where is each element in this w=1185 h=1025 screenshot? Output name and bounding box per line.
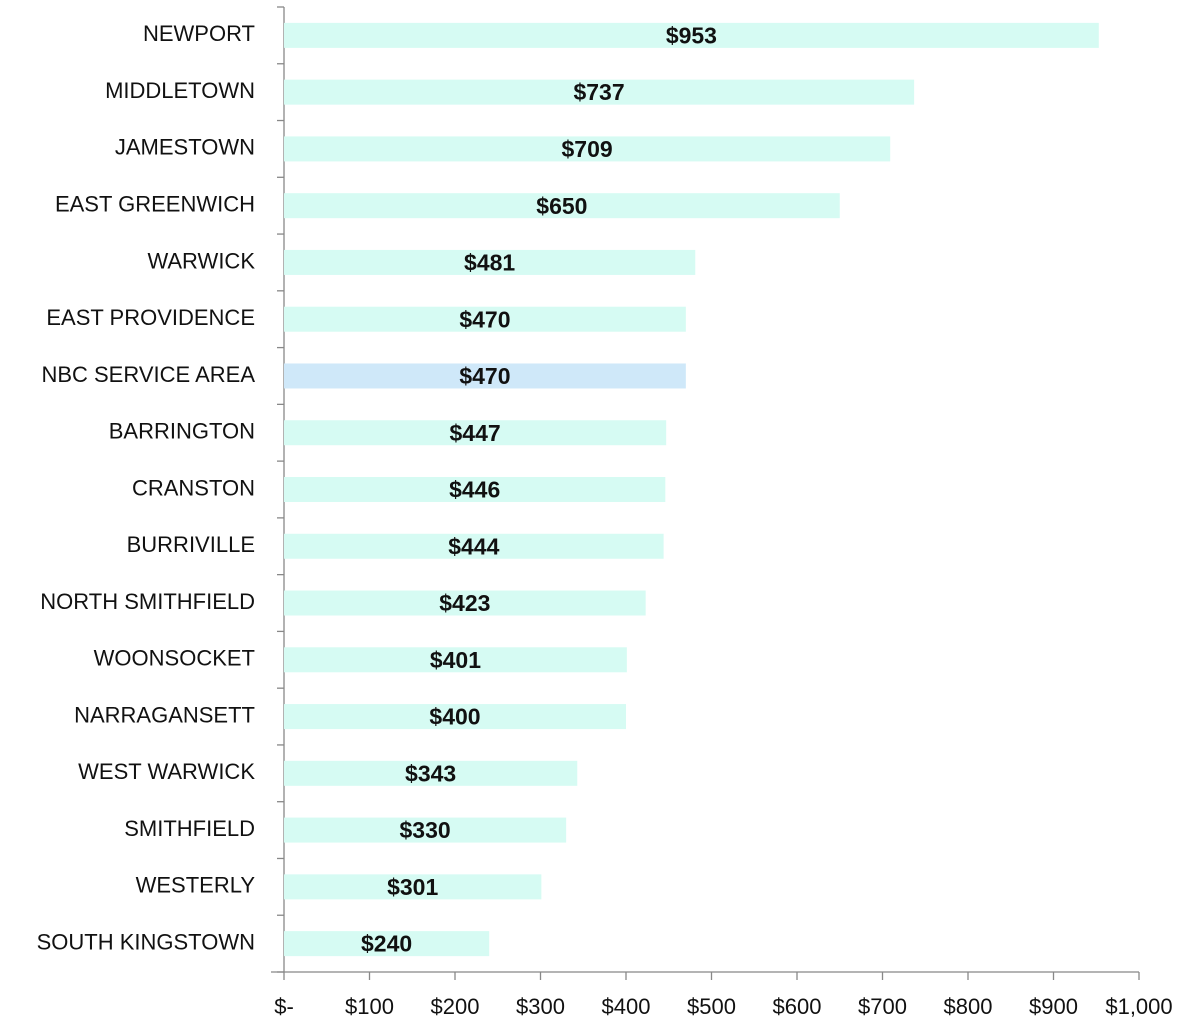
value-label: $330 xyxy=(399,817,450,843)
y-tick-label: MIDDLETOWN xyxy=(105,78,255,103)
x-tick-label: $200 xyxy=(431,994,480,1019)
value-label: $481 xyxy=(464,250,515,276)
bar xyxy=(284,647,627,673)
x-tick-label: $1,000 xyxy=(1105,994,1172,1019)
y-tick-label: WESTERLY xyxy=(136,873,256,898)
y-tick-label: CRANSTON xyxy=(132,475,255,500)
y-tick-label: EAST PROVIDENCE xyxy=(46,305,255,330)
bar xyxy=(284,590,646,616)
value-label: $401 xyxy=(430,647,481,673)
value-label: $650 xyxy=(536,193,587,219)
x-tick-label: $400 xyxy=(602,994,651,1019)
x-tick-label: $800 xyxy=(944,994,993,1019)
value-label: $444 xyxy=(448,533,499,559)
bar xyxy=(284,22,1099,48)
y-tick-label: SMITHFIELD xyxy=(124,816,255,841)
bar xyxy=(284,760,578,786)
y-tick-label: WEST WARWICK xyxy=(78,759,255,784)
value-label: $447 xyxy=(450,420,501,446)
bar xyxy=(284,874,542,900)
value-label: $301 xyxy=(387,874,438,900)
x-tick-label: $500 xyxy=(687,994,736,1019)
bar xyxy=(284,136,891,162)
bar xyxy=(284,249,696,275)
y-tick-label: NORTH SMITHFIELD xyxy=(40,589,255,614)
x-tick-label: $- xyxy=(274,994,294,1019)
x-tick-label: $900 xyxy=(1029,994,1078,1019)
y-tick-label: JAMESTOWN xyxy=(115,135,255,160)
value-label: $470 xyxy=(459,363,510,389)
bar xyxy=(284,817,567,843)
value-label: $240 xyxy=(361,931,412,957)
bar xyxy=(284,79,915,105)
bar xyxy=(284,533,664,559)
y-tick-label: EAST GREENWICH xyxy=(55,191,255,216)
y-tick-label: WARWICK xyxy=(147,248,255,273)
x-tick-label: $100 xyxy=(345,994,394,1019)
value-label: $470 xyxy=(459,306,510,332)
bar xyxy=(284,363,686,389)
value-label: $737 xyxy=(573,79,624,105)
bar xyxy=(284,306,686,332)
bar xyxy=(284,193,840,219)
y-tick-label: NEWPORT xyxy=(143,21,255,46)
y-tick-label: BURRIVILLE xyxy=(127,532,255,557)
value-label: $709 xyxy=(562,136,613,162)
value-label: $343 xyxy=(405,760,456,786)
bar xyxy=(284,420,667,446)
value-label: $953 xyxy=(666,22,717,48)
bar xyxy=(284,704,626,730)
y-tick-label: WOONSOCKET xyxy=(94,646,255,671)
x-tick-label: $700 xyxy=(858,994,907,1019)
x-tick-label: $600 xyxy=(773,994,822,1019)
y-tick-label: NARRAGANSETT xyxy=(74,702,255,727)
value-label: $446 xyxy=(449,477,500,503)
bar xyxy=(284,477,666,502)
y-tick-label: BARRINGTON xyxy=(109,419,255,444)
value-label: $423 xyxy=(439,590,490,616)
value-label: $400 xyxy=(429,704,480,730)
y-tick-label: SOUTH KINGSTOWN xyxy=(37,929,255,954)
x-tick-label: $300 xyxy=(516,994,565,1019)
bar xyxy=(284,931,490,957)
y-tick-label: NBC SERVICE AREA xyxy=(41,362,255,387)
